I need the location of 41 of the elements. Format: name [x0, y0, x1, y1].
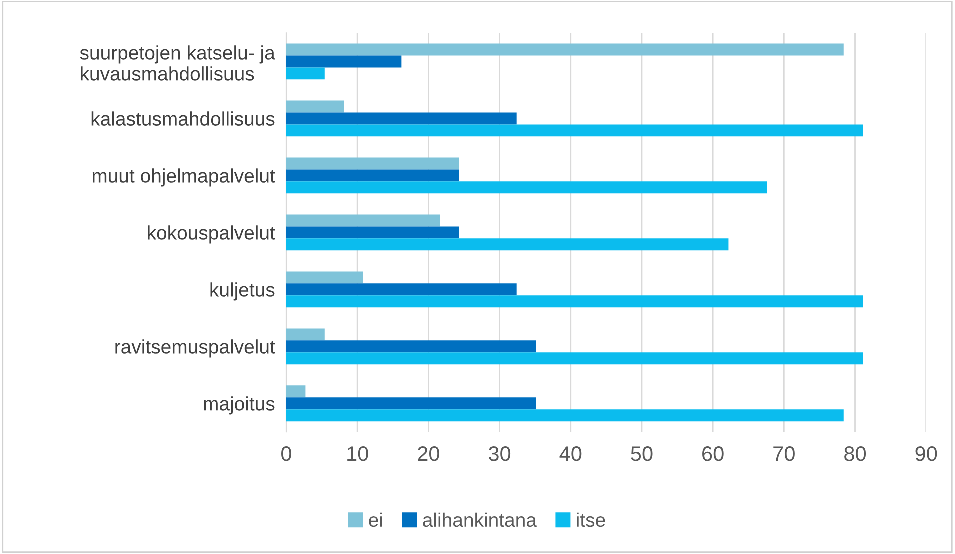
x-tick-label: 60	[702, 446, 724, 462]
bar	[286, 182, 768, 194]
x-tick-label: 0	[282, 446, 292, 462]
bar	[286, 340, 536, 353]
bar	[286, 124, 864, 137]
bar	[286, 112, 517, 125]
y-tick-label: kalastusmahdollisuus	[92, 112, 275, 126]
y-tick-label: ravitsemuspalvelut	[116, 340, 276, 358]
bar	[286, 328, 325, 341]
bar	[286, 352, 864, 365]
bar	[286, 284, 517, 296]
bar	[286, 226, 460, 239]
bar	[286, 214, 440, 227]
y-tick-label: majoitus	[204, 396, 275, 415]
bar	[286, 410, 844, 422]
x-tick-label: 20	[418, 446, 440, 462]
bar	[286, 158, 460, 170]
bar	[286, 100, 344, 113]
bar	[286, 296, 864, 308]
legend-label: itse	[577, 512, 606, 528]
bar	[286, 238, 729, 251]
y-tick-label: kuljetus	[210, 282, 275, 301]
x-tick-label: 90	[916, 446, 938, 462]
y-tick-label: kokouspalvelut	[148, 226, 276, 244]
x-tick-label: 80	[844, 446, 866, 462]
bar	[286, 56, 402, 68]
bar	[286, 170, 460, 182]
legend-label: alihankintana	[423, 512, 537, 528]
x-tick-label: 70	[774, 446, 795, 462]
x-tick-label: 50	[631, 446, 653, 462]
bar	[286, 68, 325, 80]
bar	[286, 398, 536, 410]
bar	[286, 44, 844, 56]
x-tick-label: 10	[348, 446, 368, 462]
bar	[286, 272, 364, 284]
x-tick-label: 30	[488, 446, 511, 462]
y-tick-label: suurpetojen katselu- ja kuvausmahdollisuus	[80, 46, 276, 81]
legend-label: ei	[369, 512, 382, 528]
x-tick-label: 40	[560, 446, 582, 462]
y-tick-label: muut ohjelmapalvelut	[92, 168, 276, 187]
bar	[286, 386, 306, 398]
